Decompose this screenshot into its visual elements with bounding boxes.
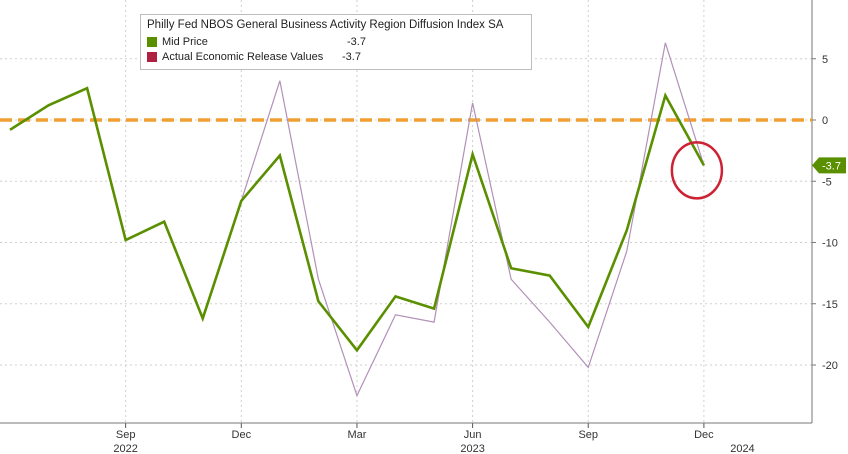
legend-item-actual-release: Actual Economic Release Values -3.7 <box>147 50 361 64</box>
x-year-label: 2022 <box>113 443 137 454</box>
x-tick-label: Dec <box>232 429 252 441</box>
x-tick-label: Sep <box>578 429 598 441</box>
legend-swatch-mid-price <box>147 37 157 47</box>
y-tick-label: 0 <box>822 115 828 127</box>
legend: Philly Fed NBOS General Business Activit… <box>140 14 532 70</box>
last-value-tag <box>812 157 846 174</box>
highlight-circle <box>670 141 724 200</box>
y-tick-label: -10 <box>822 238 838 250</box>
legend-value-mid-price: -3.7 <box>347 36 366 48</box>
legend-value-actual-release: -3.7 <box>342 51 361 63</box>
last-value-tag-label: -3.7 <box>822 160 841 172</box>
annotations: -3.7 <box>670 141 846 200</box>
y-tick-label: 5 <box>822 54 828 66</box>
x-tick-label: Mar <box>347 429 366 441</box>
x-tick-label: Jun <box>464 429 482 441</box>
legend-swatch-actual-release <box>147 52 157 62</box>
legend-item-mid-price: Mid Price -3.7 <box>147 35 366 49</box>
y-tick-label: -5 <box>822 176 832 188</box>
x-year-label: 2023 <box>460 443 484 454</box>
series-layer <box>0 42 812 398</box>
legend-label-actual-release: Actual Economic Release Values <box>162 51 324 63</box>
y-tick-label: -15 <box>822 299 838 311</box>
x-year-label: 2024 <box>730 443 754 454</box>
legend-label-mid-price: Mid Price <box>162 36 208 48</box>
x-tick-label: Sep <box>116 429 136 441</box>
y-tick-label: -20 <box>822 360 838 372</box>
x-tick-label: Dec <box>694 429 714 441</box>
chart-title: Philly Fed NBOS General Business Activit… <box>147 19 504 31</box>
